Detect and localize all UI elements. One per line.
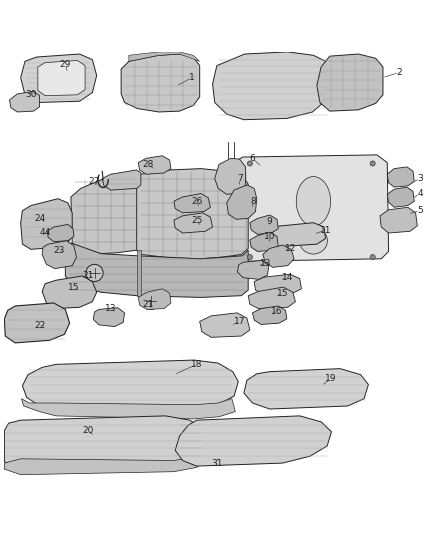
- Polygon shape: [21, 199, 72, 249]
- Polygon shape: [248, 287, 295, 309]
- Text: 3: 3: [417, 174, 423, 183]
- Polygon shape: [102, 170, 141, 190]
- Polygon shape: [250, 215, 278, 235]
- Polygon shape: [21, 399, 235, 419]
- Polygon shape: [250, 232, 278, 252]
- Polygon shape: [387, 187, 414, 207]
- Text: 19: 19: [325, 375, 336, 383]
- Text: 9: 9: [267, 217, 272, 226]
- Polygon shape: [231, 155, 389, 261]
- Polygon shape: [260, 223, 325, 247]
- Text: 21: 21: [142, 300, 154, 309]
- Polygon shape: [93, 308, 124, 327]
- Polygon shape: [387, 167, 414, 187]
- Polygon shape: [212, 52, 331, 120]
- Text: 17: 17: [234, 317, 245, 326]
- Text: 31: 31: [211, 458, 223, 467]
- Text: 8: 8: [251, 197, 256, 206]
- Polygon shape: [138, 156, 171, 174]
- Text: 11: 11: [320, 225, 331, 235]
- Polygon shape: [129, 52, 200, 61]
- Text: 16: 16: [271, 307, 283, 316]
- Text: 15: 15: [68, 282, 80, 292]
- Polygon shape: [227, 185, 257, 219]
- Polygon shape: [380, 207, 417, 233]
- Text: 15: 15: [277, 288, 288, 297]
- Polygon shape: [237, 261, 269, 279]
- Text: 13: 13: [260, 259, 271, 268]
- Polygon shape: [4, 416, 205, 467]
- Text: 12: 12: [286, 244, 297, 253]
- Polygon shape: [137, 168, 248, 259]
- Circle shape: [86, 264, 103, 281]
- Polygon shape: [4, 443, 208, 475]
- Text: 44: 44: [39, 228, 51, 237]
- Polygon shape: [174, 213, 212, 233]
- Text: 4: 4: [417, 189, 423, 198]
- Polygon shape: [38, 60, 85, 95]
- Text: 28: 28: [142, 160, 154, 169]
- Polygon shape: [42, 276, 97, 309]
- Polygon shape: [174, 193, 210, 213]
- Polygon shape: [65, 243, 248, 297]
- Text: 21: 21: [82, 271, 94, 280]
- Text: 27: 27: [88, 177, 99, 186]
- Text: 14: 14: [282, 273, 293, 282]
- Polygon shape: [42, 241, 77, 269]
- Text: 24: 24: [34, 214, 45, 223]
- Text: 29: 29: [60, 60, 71, 69]
- Polygon shape: [21, 54, 97, 102]
- Text: 22: 22: [34, 321, 45, 330]
- Polygon shape: [138, 289, 171, 310]
- Text: 23: 23: [53, 246, 65, 255]
- Text: 25: 25: [191, 216, 202, 224]
- Polygon shape: [47, 224, 74, 241]
- Polygon shape: [200, 313, 250, 337]
- Ellipse shape: [296, 176, 331, 226]
- Text: 10: 10: [264, 232, 276, 241]
- Polygon shape: [10, 91, 39, 112]
- Polygon shape: [263, 245, 294, 268]
- Polygon shape: [22, 360, 238, 410]
- Polygon shape: [317, 54, 383, 111]
- Circle shape: [370, 254, 375, 260]
- Text: 18: 18: [191, 360, 202, 369]
- Ellipse shape: [300, 228, 327, 254]
- Circle shape: [143, 292, 160, 310]
- Polygon shape: [244, 369, 368, 409]
- Polygon shape: [254, 274, 301, 294]
- Polygon shape: [71, 174, 141, 254]
- Circle shape: [247, 254, 252, 260]
- Circle shape: [247, 161, 252, 166]
- Polygon shape: [121, 54, 200, 112]
- Text: 1: 1: [189, 73, 195, 82]
- Text: 2: 2: [396, 68, 402, 77]
- Text: 5: 5: [417, 206, 423, 215]
- Polygon shape: [4, 303, 70, 343]
- Text: 20: 20: [82, 426, 94, 435]
- Polygon shape: [175, 416, 332, 466]
- Text: 7: 7: [237, 174, 243, 183]
- Polygon shape: [137, 250, 141, 296]
- Polygon shape: [215, 158, 246, 195]
- Text: 6: 6: [250, 154, 255, 163]
- Circle shape: [370, 161, 375, 166]
- Text: 30: 30: [25, 90, 37, 99]
- Text: 13: 13: [105, 304, 117, 313]
- Polygon shape: [252, 306, 287, 325]
- Text: 26: 26: [191, 197, 202, 206]
